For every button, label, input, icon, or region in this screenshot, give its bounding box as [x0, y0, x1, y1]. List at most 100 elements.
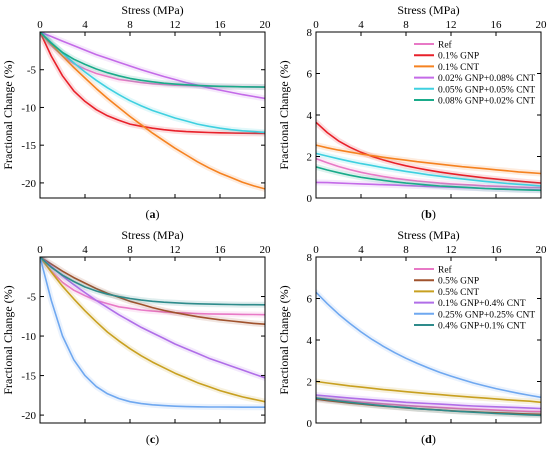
x-tick-label: 16: [491, 19, 503, 31]
series-line-6: [316, 166, 541, 192]
x-tick-label: 4: [82, 244, 88, 256]
panel-label-part: a: [150, 207, 156, 221]
x-tick-label: 16: [215, 19, 227, 31]
y-axis-title: Fractional Change (%): [277, 285, 291, 394]
plot-frame: [39, 31, 266, 199]
y-axis-title: Fractional Change (%): [277, 60, 291, 169]
series-line-1: [316, 157, 541, 189]
panel-label-part: ): [156, 207, 160, 221]
chart-panel-2: 0 4 8 12 16 20 0 2 4 6 8 Stress (MPa) Fractional Cha…: [277, 3, 547, 221]
x-tick-label: 20: [260, 19, 272, 31]
chart-panel-4: 0 4 8 12 16 20 0 2 4 6 8 Stress (MPa) Fractional Cha…: [277, 228, 547, 446]
series-line-6: [40, 257, 265, 306]
panel-label-part: (: [146, 432, 150, 446]
series-group: [316, 289, 541, 419]
series-line-3: [316, 380, 541, 404]
legend-label: Ref: [438, 265, 453, 276]
legend-label: 0.1% GNP+0.4% CNT: [438, 299, 526, 309]
series-group: [316, 119, 541, 194]
x-tick-label: 20: [536, 19, 548, 31]
y-tick-label: 0: [307, 193, 313, 205]
y-tick-label: 4: [307, 335, 313, 347]
y-tick-label: 6: [307, 294, 313, 306]
chart-panel-1: 0 4 8 12 16 20 -5 -10 -15 -20 Stress (MPa) Fraction…: [1, 3, 271, 221]
x-tick-label: 0: [313, 244, 319, 256]
x-tick-label: 12: [170, 244, 181, 256]
series-line-5: [40, 257, 265, 408]
series-line-4: [40, 257, 265, 379]
y-axis-title: Fractional Change (%): [1, 60, 15, 169]
x-tick-label: 12: [446, 19, 457, 31]
panel-label-part: (: [421, 432, 425, 446]
legend-label: 0.08% GNP+0.02% CNT: [438, 97, 535, 107]
series-line-1: [40, 257, 265, 316]
y-tick-label: 4: [307, 110, 313, 122]
panel-label-part: ): [155, 432, 159, 446]
y-tick-label: -10: [21, 331, 36, 343]
series-line-6: [40, 32, 265, 88]
x-tick-label: 8: [403, 19, 409, 31]
legend-label: 0.5% CNT: [438, 288, 479, 298]
legend-label: 0.4% GNP+0.1% CNT: [438, 322, 526, 332]
y-tick-label: 2: [307, 152, 313, 164]
y-axis-title: Fractional Change (%): [1, 285, 15, 394]
series-line-5: [316, 152, 541, 187]
x-tick-label: 8: [127, 244, 133, 256]
series-line-3: [316, 144, 541, 175]
x-axis-title: Stress (MPa): [121, 228, 183, 242]
series-line-2: [40, 32, 265, 135]
x-tick-label: 0: [313, 19, 319, 31]
x-tick-label: 16: [491, 244, 503, 256]
y-tick-label: -5: [27, 292, 37, 304]
x-tick-label: 12: [446, 244, 457, 256]
panel-label-part: (: [421, 207, 425, 221]
series-line-5: [40, 32, 265, 134]
panel-label: (b): [421, 207, 436, 221]
x-tick-label: 4: [358, 19, 364, 31]
legend-label: 0.1% CNT: [438, 63, 479, 73]
panel-label-part: b: [425, 207, 432, 221]
legend-label: 0.5% GNP: [438, 277, 479, 287]
x-tick-label: 20: [536, 244, 548, 256]
x-tick-label: 16: [215, 244, 227, 256]
panel-label-part: d: [425, 432, 432, 446]
series-line-2: [40, 257, 265, 325]
panel-label: (d): [421, 432, 436, 446]
panel-label-part: ): [432, 432, 436, 446]
series-line-4: [40, 32, 265, 100]
series-line-3: [40, 32, 265, 190]
y-tick-label: 0: [307, 418, 313, 430]
x-tick-label: 12: [170, 19, 181, 31]
y-tick-label: 8: [307, 252, 313, 264]
panel-label-part: (: [146, 207, 150, 221]
y-tick-label: -20: [21, 410, 36, 422]
series-line-6: [316, 397, 541, 417]
x-tick-label: 20: [260, 244, 272, 256]
series-line-1: [316, 397, 541, 413]
series-group: [40, 32, 265, 192]
panel-label-part: c: [150, 432, 156, 446]
y-tick-label: -20: [21, 178, 36, 190]
series-line-3: [40, 257, 265, 403]
panel-label-part: ): [432, 207, 436, 221]
legend-label: 0.02% GNP+0.08% CNT: [438, 74, 535, 84]
legend-label: 0.25% GNP+0.25% CNT: [438, 310, 535, 320]
y-tick-label: -15: [21, 140, 36, 152]
y-tick-label: 6: [307, 69, 313, 81]
x-tick-label: 0: [37, 244, 43, 256]
series-line-4: [316, 394, 541, 410]
plot-frame: [39, 256, 266, 424]
legend-label: 0.05% GNP+0.05% CNT: [438, 85, 535, 95]
y-tick-label: -10: [21, 102, 36, 114]
y-tick-label: 2: [307, 377, 313, 389]
x-tick-label: 0: [37, 19, 43, 31]
chart-panel-3: 0 4 8 12 16 20 -5 -10 -15 -20 Stress (MPa) Fraction…: [1, 228, 271, 446]
y-tick-label: -15: [21, 371, 36, 383]
panel-label: (a): [146, 207, 160, 221]
x-axis-title: Stress (MPa): [121, 3, 183, 17]
x-tick-label: 4: [82, 19, 88, 31]
y-tick-label: -5: [27, 65, 37, 77]
